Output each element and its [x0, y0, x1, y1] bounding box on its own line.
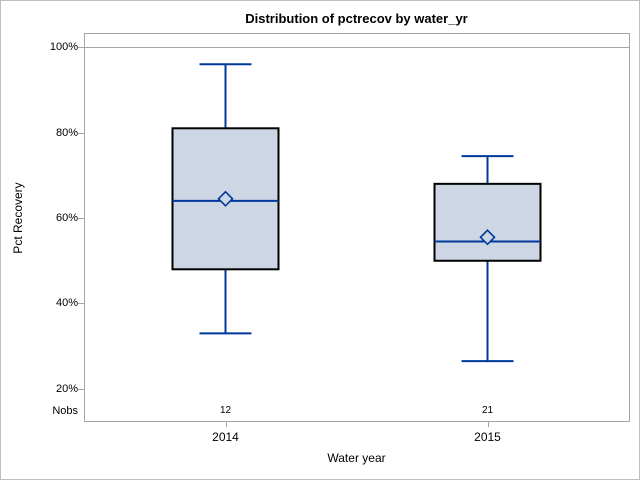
y-tick-label-60%: 60%: [55, 212, 78, 225]
y-tick-label-80%: 80%: [55, 126, 78, 139]
x-axis-title: Water year: [327, 451, 386, 465]
plot-frame: [84, 33, 630, 422]
nobs-row-label: Nobs: [52, 405, 78, 417]
box-rect-2015: [433, 182, 542, 262]
mean-diamond-icon-2015: [479, 229, 496, 246]
chart-title: Distribution of pctrecov by water_yr: [245, 11, 468, 26]
mean-diamond-icon-2014: [217, 190, 234, 207]
y-tick-label-20%: 20%: [55, 382, 78, 395]
nobs-value-2015: 21: [481, 405, 494, 416]
x-tick-label-2015: 2015: [474, 430, 501, 444]
y-tick-label-100%: 100%: [49, 41, 78, 54]
y-tick-label-40%: 40%: [55, 297, 78, 310]
x-tick-label-2014: 2014: [212, 430, 239, 444]
nobs-value-2014: 12: [219, 405, 232, 416]
